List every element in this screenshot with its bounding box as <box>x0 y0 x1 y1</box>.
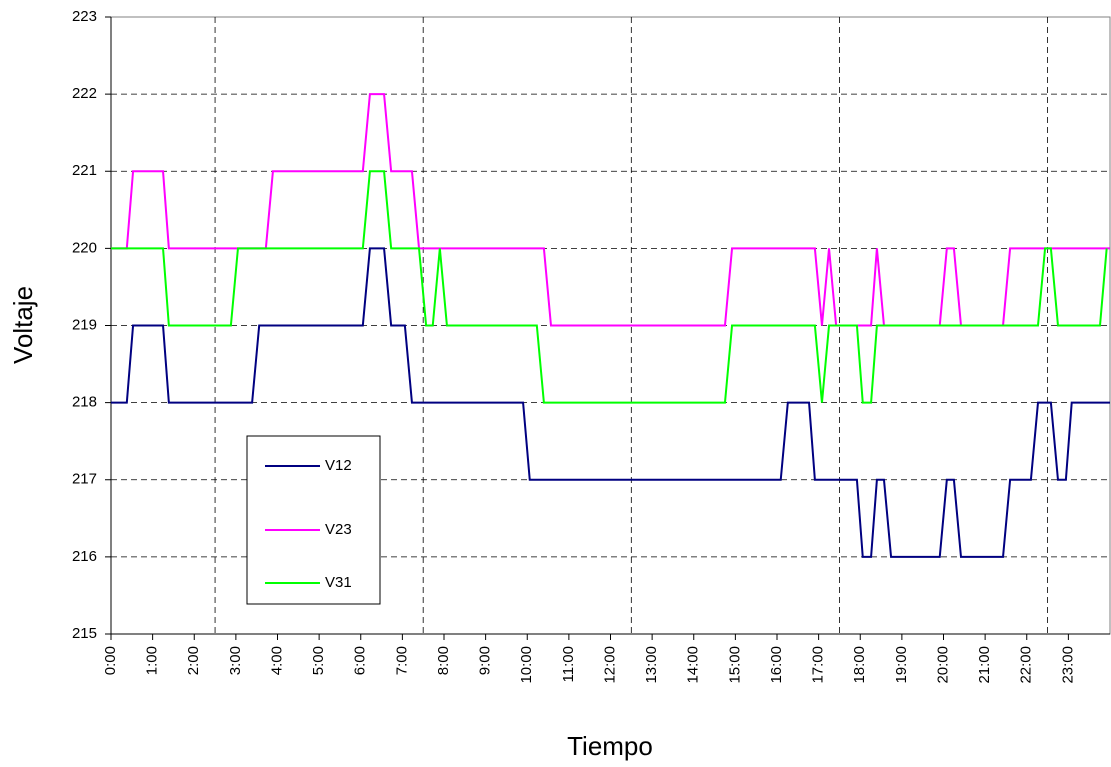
y-tick-label: 221 <box>72 162 97 179</box>
x-tick-label: 0:00 <box>102 646 119 675</box>
x-tick-label: 4:00 <box>268 646 285 675</box>
y-tick-label: 222 <box>72 85 97 102</box>
x-tick-label: 21:00 <box>976 646 993 684</box>
y-tick-label: 223 <box>72 8 97 25</box>
x-tick-label: 19:00 <box>893 646 910 684</box>
x-tick-label: 23:00 <box>1059 646 1076 684</box>
legend <box>246 435 381 605</box>
x-tick-label: 2:00 <box>185 646 202 675</box>
x-tick-label: 14:00 <box>685 646 702 684</box>
legend-label: V23 <box>325 521 352 538</box>
x-tick-label: 9:00 <box>477 646 494 675</box>
x-tick-label: 3:00 <box>227 646 244 675</box>
x-tick-label: 20:00 <box>934 646 951 684</box>
x-tick-label: 8:00 <box>435 646 452 675</box>
x-tick-label: 18:00 <box>851 646 868 684</box>
legend-label: V31 <box>325 574 352 591</box>
x-tick-label: 1:00 <box>144 646 161 675</box>
series-line <box>111 170 1108 404</box>
x-tick-label: 12:00 <box>601 646 618 684</box>
x-tick-label: 11:00 <box>560 646 577 682</box>
x-axis-title: Tiempo <box>567 731 653 761</box>
x-tick-label: 17:00 <box>810 646 827 684</box>
y-tick-label: 218 <box>72 394 97 411</box>
x-tick-label: 5:00 <box>310 646 327 675</box>
x-tick-label: 13:00 <box>643 646 660 684</box>
y-tick-label: 220 <box>72 239 97 256</box>
x-tick-label: 6:00 <box>352 646 369 675</box>
legend-label: V12 <box>325 457 352 474</box>
y-tick-label: 215 <box>72 625 97 642</box>
y-tick-label: 217 <box>72 471 97 488</box>
x-tick-label: 15:00 <box>726 646 743 684</box>
x-tick-label: 16:00 <box>768 646 785 684</box>
y-tick-label: 216 <box>72 548 97 565</box>
x-tick-label: 22:00 <box>1018 646 1035 684</box>
series-line <box>111 247 1110 558</box>
x-tick-label: 10:00 <box>518 646 535 684</box>
x-tick-label: 7:00 <box>393 646 410 675</box>
y-axis-title: Voltaje <box>8 286 38 364</box>
y-tick-label: 219 <box>72 316 97 333</box>
